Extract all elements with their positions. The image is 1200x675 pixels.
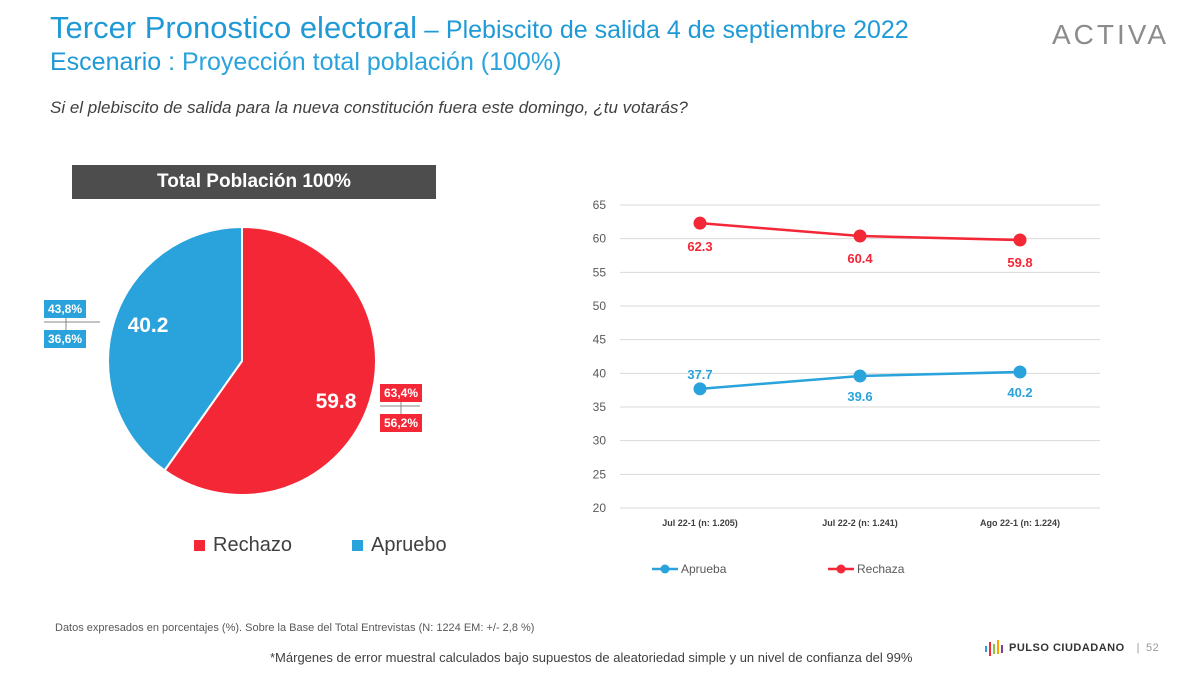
survey-question: Si el plebiscito de salida para la nueva… — [50, 98, 688, 117]
ci-high-rechazo-box — [380, 384, 422, 402]
point-aprueba-1 — [853, 369, 867, 383]
footnote-margin: *Márgenes de error muestral calculados b… — [270, 650, 913, 665]
point-rechaza-2 — [1013, 233, 1027, 247]
title-subtitle: Plebiscito de salida 4 de septiembre 202… — [445, 16, 909, 44]
legend-swatch-rechazo — [194, 540, 205, 551]
activa-logo: ACTIVA — [1052, 19, 1169, 50]
slide-title: Tercer Pronostico electoral – Plebiscito… — [50, 10, 909, 46]
pulso-bars-icon — [985, 640, 1003, 656]
data-label-aprueba-0: 37.7 — [687, 367, 712, 382]
pie-slice-rechazo — [163, 225, 377, 496]
x-tick-0: Jul 22-1 (n: 1.205) — [662, 518, 738, 528]
data-label-rechaza-1: 60.4 — [847, 251, 873, 266]
title-dash: – — [417, 14, 446, 44]
scenario-label: Escenario : — [50, 48, 176, 76]
point-rechaza-1 — [853, 229, 867, 243]
brand-separator: | — [1136, 642, 1141, 654]
ci-low-rechazo: 56,2% — [384, 416, 418, 430]
pie-value-rechazo: 59.8 — [316, 390, 357, 413]
y-tick-65: 65 — [593, 198, 607, 212]
legend-label-aprueba: Aprueba — [681, 562, 727, 576]
ci-high-apruebo-box — [44, 300, 86, 318]
x-tick-2: Ago 22-1 (n: 1.224) — [980, 518, 1060, 528]
pulso-ciudadano-brand: PULSO CIUDADANO | 52 — [985, 639, 1159, 657]
panel-title: Total Población 100% — [72, 165, 436, 199]
y-tick-60: 60 — [593, 232, 607, 246]
data-label-rechaza-0: 62.3 — [687, 239, 712, 254]
legend-marker-aprueba — [660, 564, 670, 574]
y-tick-55: 55 — [593, 265, 607, 279]
ci-high-rechazo: 63,4% — [384, 386, 418, 400]
pie-chart: 59.8 40.2 43,8% 36,6% 63,4% 56,2% — [44, 225, 422, 496]
pie-legend-rechazo: Rechazo — [194, 534, 292, 557]
x-tick-1: Jul 22-2 (n: 1.241) — [822, 518, 898, 528]
legend-label-apruebo: Apruebo — [371, 534, 447, 556]
pie-value-apruebo: 40.2 — [128, 314, 169, 337]
y-tick-45: 45 — [593, 333, 607, 347]
data-label-aprueba-1: 39.6 — [847, 389, 872, 404]
scenario-value: Proyección total población (100%) — [175, 48, 562, 76]
title-main: Tercer Pronostico electoral — [50, 10, 417, 45]
legend-marker-rechaza — [836, 564, 846, 574]
data-label-rechaza-2: 59.8 — [1007, 255, 1032, 270]
legend-label-rechaza: Rechaza — [857, 562, 905, 576]
logo-text: ACTIVA — [1052, 19, 1169, 50]
y-tick-30: 30 — [593, 434, 607, 448]
ci-low-apruebo: 36,6% — [48, 332, 82, 346]
y-tick-25: 25 — [593, 467, 607, 481]
point-aprueba-2 — [1013, 365, 1027, 379]
legend-swatch-apruebo — [352, 540, 363, 551]
line-chart: 20 25 30 35 40 45 50 55 60 65 Jul 22-1 (n: 1.205) J… — [593, 198, 1100, 576]
y-tick-35: 35 — [593, 400, 607, 414]
scenario-line: Escenario : Proyección total población (… — [50, 48, 561, 77]
ci-low-apruebo-box — [44, 330, 86, 348]
y-tick-20: 20 — [593, 501, 607, 515]
pie-legend-apruebo: Apruebo — [352, 534, 447, 557]
pie-slice-apruebo — [107, 225, 243, 472]
y-tick-50: 50 — [593, 299, 607, 313]
ci-high-apruebo: 43,8% — [48, 302, 82, 316]
point-aprueba-0 — [693, 382, 707, 396]
brand-name: PULSO CIUDADANO — [1009, 642, 1125, 654]
point-rechaza-0 — [693, 216, 707, 230]
data-label-aprueba-2: 40.2 — [1007, 385, 1032, 400]
y-tick-40: 40 — [593, 366, 607, 380]
ci-low-rechazo-box — [380, 414, 422, 432]
footnote-base: Datos expresados en porcentajes (%). Sob… — [55, 622, 535, 634]
page-number: 52 — [1146, 642, 1160, 654]
legend-label-rechazo: Rechazo — [213, 534, 292, 556]
